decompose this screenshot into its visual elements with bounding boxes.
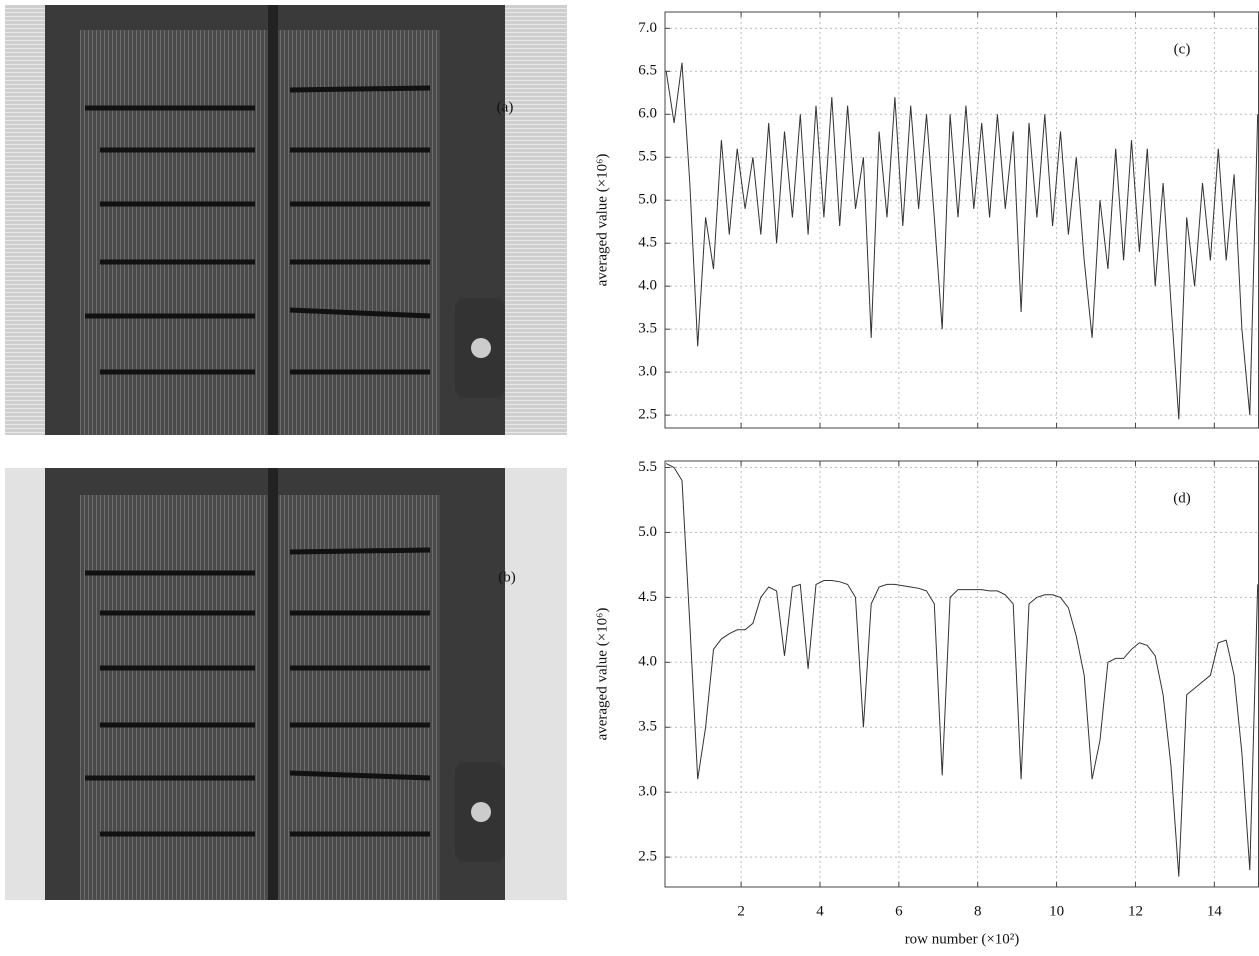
y-tick-label: 3.5 bbox=[638, 719, 657, 735]
y-tick-label: 3.5 bbox=[638, 321, 657, 337]
x-tick-label: 2 bbox=[737, 903, 745, 919]
x-tick-label: 6 bbox=[895, 903, 903, 919]
y-axis-label: averaged value (×10⁶) bbox=[594, 608, 610, 741]
image-label: (b) bbox=[498, 569, 516, 585]
y-tick-label: 7.0 bbox=[638, 20, 657, 36]
plot-frame bbox=[664, 460, 1259, 888]
image-label: (a) bbox=[497, 99, 514, 115]
plot-frame bbox=[664, 11, 1259, 429]
y-tick-label: 5.0 bbox=[638, 524, 657, 540]
x-tick-label: 14 bbox=[1207, 903, 1223, 919]
annotation: (c) bbox=[1174, 41, 1191, 57]
annotation: (d) bbox=[1173, 490, 1191, 506]
y-tick-label: 2.5 bbox=[638, 407, 657, 423]
x-tick-label: 8 bbox=[974, 903, 982, 919]
y-tick-label: 3.0 bbox=[638, 784, 657, 800]
x-tick-label: 12 bbox=[1128, 903, 1143, 919]
y-tick-label: 4.5 bbox=[638, 235, 657, 251]
y-tick-label: 5.5 bbox=[638, 149, 657, 165]
y-tick-label: 4.0 bbox=[638, 278, 657, 294]
x-axis-label: row number (×10²) bbox=[905, 931, 1020, 947]
y-tick-label: 5.5 bbox=[638, 459, 657, 475]
data-line bbox=[665, 463, 1259, 877]
x-tick-label: 10 bbox=[1049, 903, 1064, 919]
y-tick-label: 4.0 bbox=[638, 654, 657, 670]
xray-image-a bbox=[5, 5, 567, 435]
data-line bbox=[665, 62, 1259, 420]
y-axis-label: averaged value (×10⁶) bbox=[594, 154, 610, 287]
y-tick-label: 5.0 bbox=[638, 192, 657, 208]
y-tick-label: 3.0 bbox=[638, 364, 657, 380]
y-tick-label: 6.0 bbox=[638, 106, 657, 122]
x-tick-label: 4 bbox=[816, 903, 824, 919]
y-tick-label: 4.5 bbox=[638, 589, 657, 605]
xray-image-b bbox=[5, 468, 567, 900]
y-tick-label: 6.5 bbox=[638, 63, 657, 79]
y-tick-label: 2.5 bbox=[638, 849, 657, 865]
